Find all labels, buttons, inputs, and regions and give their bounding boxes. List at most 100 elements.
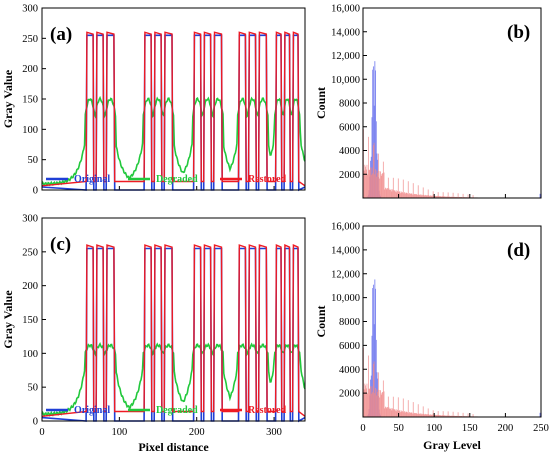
- hist-bar-red: [462, 412, 464, 417]
- hist-bar-red: [425, 414, 427, 417]
- hist-bar-red: [389, 408, 391, 417]
- hist-bar-red: [425, 195, 427, 198]
- hist-bar-red: [372, 173, 374, 198]
- hist-bar-red: [449, 196, 451, 198]
- hist-bar-red: [365, 385, 366, 417]
- hist-bar-red: [365, 388, 367, 417]
- hist-bar-red: [395, 190, 397, 198]
- hist-bar-red: [392, 189, 393, 198]
- hist-bar-red: [397, 190, 398, 198]
- hist-bar-blue: [375, 121, 377, 198]
- hist-bar-red: [412, 194, 413, 198]
- hist-bar-red: [472, 414, 474, 417]
- hist-bar-red: [417, 195, 418, 198]
- hist-bar-red: [444, 196, 446, 198]
- hist-bar-blue: [372, 69, 374, 198]
- hist-bar-red: [415, 413, 417, 417]
- hist-bar-red: [446, 196, 448, 198]
- y-axis-label: Gray Value: [1, 290, 15, 349]
- y-tick-label: 250: [22, 247, 38, 258]
- plot-frame: [362, 225, 542, 418]
- hist-bar-red: [397, 397, 399, 417]
- hist-bar-red: [393, 190, 395, 198]
- hist-bar-red: [395, 191, 396, 198]
- hist-bar-red: [377, 173, 379, 198]
- hist-bar-red: [417, 404, 419, 417]
- hist-bar-red: [452, 415, 453, 417]
- hist-bar-red: [444, 415, 446, 417]
- hist-bar-red: [414, 413, 416, 417]
- hist-bar-red: [392, 396, 394, 417]
- hist-bar-red: [413, 194, 415, 198]
- hist-bar-red: [449, 415, 451, 417]
- hist-bar-red: [370, 386, 371, 417]
- hist-bar-red: [376, 389, 378, 417]
- hist-bar-red: [409, 193, 411, 198]
- hist-bar-red: [403, 193, 405, 198]
- hist-bar-red: [397, 409, 398, 417]
- hist-bar-red: [390, 408, 391, 417]
- hist-bar-red: [367, 174, 369, 198]
- y-tick-label: 100: [22, 349, 38, 360]
- y-tick-label: 10,000: [331, 75, 360, 86]
- hist-bar-red: [422, 406, 424, 417]
- hist-bar-red: [427, 195, 428, 198]
- y-tick-label: 8000: [339, 317, 360, 328]
- y-axis-label: Count: [314, 305, 328, 337]
- hist-bar-red: [386, 189, 388, 198]
- y-tick-label: 14,000: [331, 245, 360, 256]
- y-tick-label: 6000: [339, 122, 360, 133]
- hist-bar-red: [382, 380, 384, 417]
- hist-bar-red: [409, 193, 411, 198]
- hist-bar-red: [443, 415, 445, 417]
- y-tick-label: 150: [22, 95, 38, 106]
- legend-label: Degraded: [156, 405, 198, 416]
- hist-bar-red: [364, 164, 366, 198]
- hist-bar-red: [402, 411, 403, 417]
- hist-bar-red: [439, 196, 441, 198]
- hist-bar-red: [402, 192, 403, 198]
- hist-bar-red: [382, 161, 384, 198]
- hist-bar-red: [438, 415, 440, 417]
- hist-bar-red: [411, 412, 413, 417]
- hist-bar-red: [457, 193, 459, 198]
- hist-bar-red: [416, 412, 418, 417]
- hist-bar-red: [459, 196, 460, 198]
- hist-bar-red: [429, 414, 431, 417]
- x-tick-label: 100: [426, 423, 442, 434]
- hist-bar-red: [451, 196, 453, 198]
- hist-bar-red: [448, 415, 450, 417]
- hist-bar-red: [375, 169, 376, 198]
- hist-bar-red: [414, 194, 416, 198]
- hist-bar-red: [382, 392, 384, 417]
- panel-label: (d): [507, 240, 530, 261]
- hist-bar-red: [377, 391, 379, 417]
- hist-bar-red: [414, 193, 416, 198]
- hist-bar-red: [444, 196, 445, 198]
- hist-bar-red: [372, 363, 374, 417]
- line-panel-2: 0 50 100 150 200 250 300 0 100 200 300 (c) Gray Valu…: [1, 214, 306, 454]
- y-tick-label: 50: [28, 155, 39, 166]
- hist-bar-red: [420, 195, 422, 198]
- hist-bar-red: [387, 406, 389, 417]
- hist-bar-red: [437, 192, 439, 198]
- x-axis-label: Pixel distance: [138, 440, 209, 454]
- hist-bar-red: [419, 413, 421, 417]
- hist-bar-red: [452, 196, 453, 198]
- hist-bar-red: [416, 193, 418, 198]
- hist-bar-red: [402, 398, 404, 417]
- hist-bar-red: [449, 196, 450, 198]
- hist-bar-red: [457, 412, 459, 417]
- y-tick-label: 0: [33, 186, 38, 197]
- hist-bar-red: [419, 194, 421, 198]
- hist-bar-red: [422, 414, 423, 417]
- x-tick-label: 250: [533, 423, 549, 434]
- hist-bar-red: [409, 412, 411, 417]
- hist-bar-red: [407, 412, 408, 417]
- hist-bar-red: [418, 413, 420, 417]
- hist-bar-red: [397, 178, 399, 198]
- hist-bar-red: [431, 414, 433, 417]
- hist-bar-red: [437, 195, 438, 198]
- hist-bar-red: [450, 196, 452, 198]
